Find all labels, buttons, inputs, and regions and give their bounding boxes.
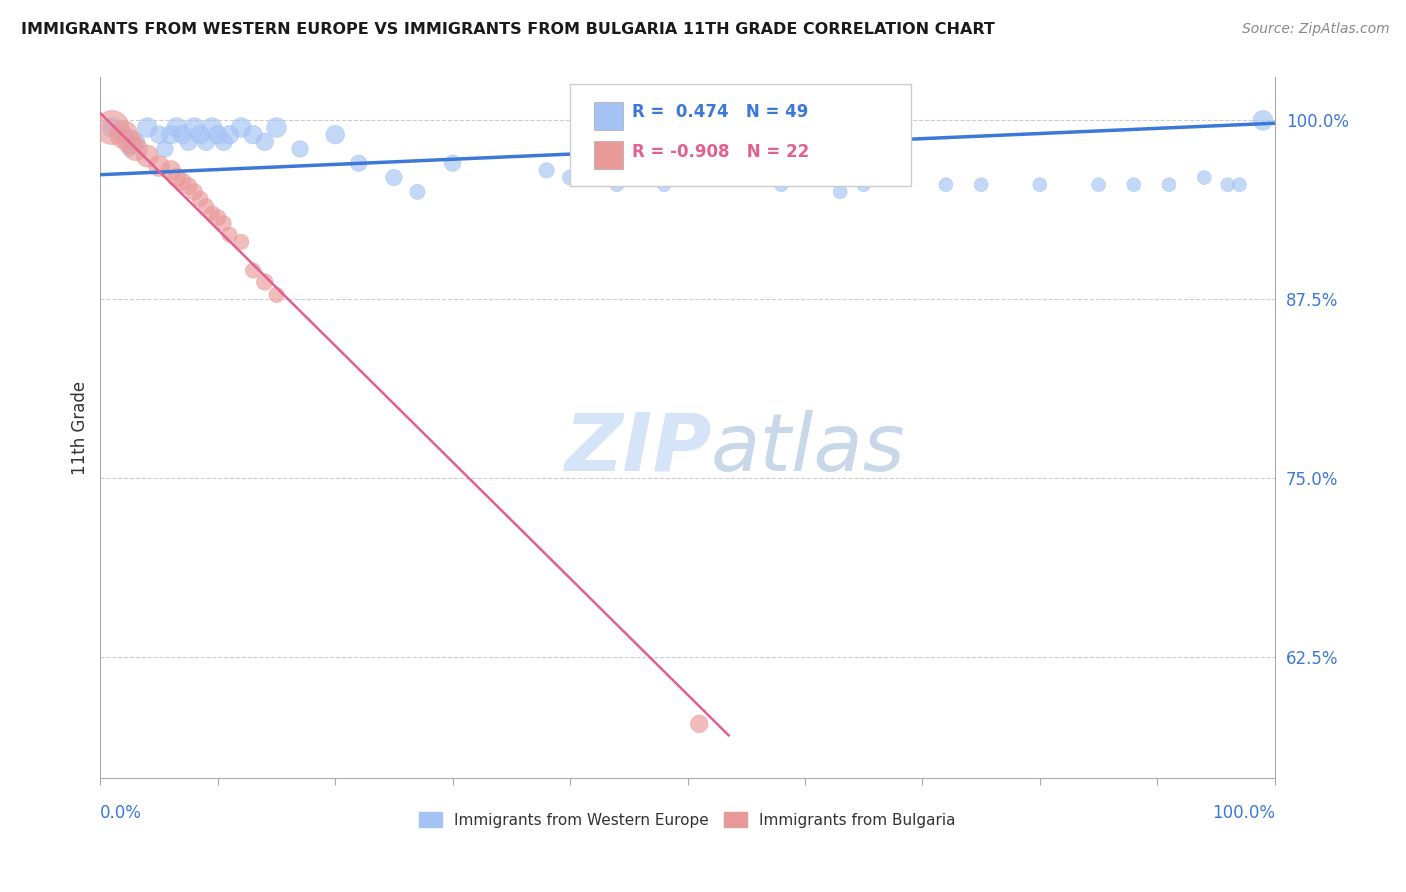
Point: [166, 170, 188, 185]
Point: [1194, 170, 1216, 185]
Point: [1229, 178, 1251, 192]
Point: [770, 178, 793, 192]
Point: [148, 159, 170, 173]
Point: [242, 128, 264, 142]
Point: [159, 163, 181, 178]
Legend: Immigrants from Western Europe, Immigrants from Bulgaria: Immigrants from Western Europe, Immigran…: [413, 805, 962, 834]
Point: [166, 120, 188, 135]
Point: [382, 170, 405, 185]
Point: [207, 211, 229, 225]
Point: [606, 178, 628, 192]
Point: [1216, 178, 1239, 192]
Point: [441, 156, 464, 170]
Text: 100.0%: 100.0%: [1212, 804, 1275, 822]
Point: [172, 128, 194, 142]
Point: [101, 120, 124, 135]
Point: [231, 235, 253, 249]
Point: [1029, 178, 1052, 192]
Point: [148, 128, 170, 142]
Point: [700, 170, 723, 185]
Point: [735, 149, 758, 163]
Point: [1157, 178, 1180, 192]
Point: [935, 178, 957, 192]
Point: [1122, 178, 1144, 192]
Point: [323, 128, 346, 142]
Point: [253, 275, 276, 289]
Point: [177, 179, 200, 194]
Point: [201, 206, 224, 220]
Point: [207, 128, 229, 142]
FancyBboxPatch shape: [569, 85, 911, 186]
Point: [253, 135, 276, 149]
Point: [558, 170, 581, 185]
Point: [288, 142, 311, 156]
Point: [1087, 178, 1109, 192]
Point: [118, 142, 141, 156]
Text: R =  0.474   N = 49: R = 0.474 N = 49: [633, 103, 808, 121]
Point: [212, 216, 235, 230]
Text: 0.0%: 0.0%: [100, 804, 142, 822]
Point: [536, 163, 558, 178]
Y-axis label: 11th Grade: 11th Grade: [72, 381, 89, 475]
Point: [136, 120, 159, 135]
Point: [124, 135, 146, 149]
Point: [218, 227, 240, 242]
Point: [242, 263, 264, 277]
Point: [195, 199, 218, 213]
Text: IMMIGRANTS FROM WESTERN EUROPE VS IMMIGRANTS FROM BULGARIA 11TH GRADE CORRELATIO: IMMIGRANTS FROM WESTERN EUROPE VS IMMIGR…: [21, 22, 995, 37]
Point: [183, 185, 205, 199]
Point: [830, 185, 852, 199]
Point: [406, 185, 429, 199]
Point: [124, 142, 146, 156]
FancyBboxPatch shape: [593, 102, 623, 130]
Point: [195, 135, 218, 149]
Point: [688, 717, 710, 731]
Point: [970, 178, 993, 192]
Point: [112, 128, 135, 142]
Point: [112, 128, 135, 142]
FancyBboxPatch shape: [593, 141, 623, 169]
Point: [887, 170, 910, 185]
Point: [266, 288, 288, 302]
Point: [172, 175, 194, 189]
Text: R = -0.908   N = 22: R = -0.908 N = 22: [633, 144, 810, 161]
Point: [218, 128, 240, 142]
Text: ZIP: ZIP: [564, 409, 711, 488]
Point: [266, 120, 288, 135]
Text: atlas: atlas: [711, 409, 905, 488]
Point: [101, 120, 124, 135]
Point: [201, 120, 224, 135]
Point: [347, 156, 370, 170]
Point: [118, 135, 141, 149]
Point: [1251, 113, 1274, 128]
Point: [188, 128, 211, 142]
Point: [177, 135, 200, 149]
Text: Source: ZipAtlas.com: Source: ZipAtlas.com: [1241, 22, 1389, 37]
Point: [136, 149, 159, 163]
Point: [231, 120, 253, 135]
Point: [188, 192, 211, 206]
Point: [159, 128, 181, 142]
Point: [652, 178, 675, 192]
Point: [794, 163, 817, 178]
Point: [153, 142, 176, 156]
Point: [852, 178, 875, 192]
Point: [212, 135, 235, 149]
Point: [183, 120, 205, 135]
